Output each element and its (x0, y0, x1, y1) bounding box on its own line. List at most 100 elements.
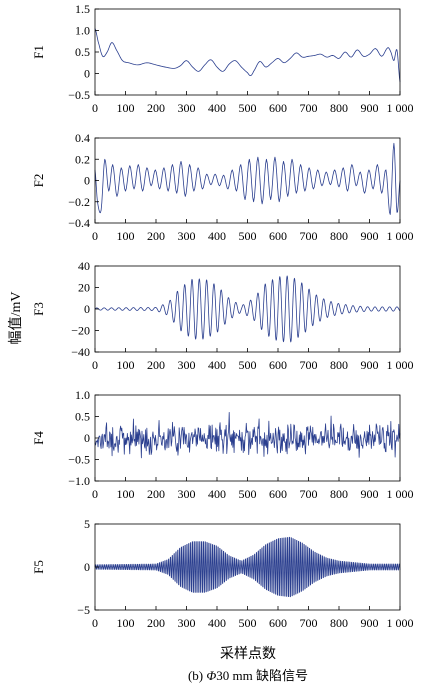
x-tick-label-f3: 600 (269, 358, 287, 372)
x-tick-label-f5: 1 000 (387, 616, 414, 630)
x-tick-label-f4: 600 (269, 487, 287, 501)
x-tick-label-f2: 700 (300, 229, 318, 243)
y-tick-label-f3: 20 (78, 281, 90, 295)
x-tick-label-f2: 300 (178, 229, 196, 243)
y-tick-label-f4: 0 (84, 431, 90, 445)
series-line-f5 (94, 536, 401, 598)
y-tick-label-f1: 1.5 (75, 2, 90, 16)
x-tick-label-f1: 1 000 (387, 101, 414, 115)
panel-label-f4: F4 (31, 431, 46, 445)
panel-label-f1: F1 (31, 45, 46, 59)
x-tick-label-f5: 700 (300, 616, 318, 630)
x-tick-label-f1: 300 (178, 101, 196, 115)
panel-label-f3: F3 (31, 302, 46, 316)
x-tick-label-f1: 600 (269, 101, 287, 115)
chart-panel-f4: −1.0 −0.5 0 0.5 1.0 0 100 200 300 400 500 600 700 800… (31, 388, 414, 501)
series-line-f1 (94, 28, 401, 83)
x-tick-label-f4: 500 (239, 487, 257, 501)
x-tick-label-f3: 0 (92, 358, 98, 372)
y-tick-label-f2: 0.2 (75, 152, 90, 166)
y-tick-label-f5: 5 (84, 517, 90, 531)
chart-panel-f1: −0.500.51.01.50 100 200 300 400 500 600 700 800 9… (31, 2, 414, 115)
y-tick-label-f2: 0.4 (75, 131, 90, 145)
x-tick-label-f1: 500 (239, 101, 257, 115)
y-tick-label-f3: −40 (71, 345, 90, 359)
y-tick-label-f2: −0.4 (68, 216, 90, 230)
x-tick-label-f5: 100 (117, 616, 135, 630)
panel-label-f5: F5 (31, 560, 46, 574)
y-tick-label-f4: −1.0 (68, 474, 90, 488)
series-line-f3 (94, 275, 401, 343)
y-tick-label-f3: 40 (78, 259, 90, 273)
x-tick-label-f5: 900 (361, 616, 379, 630)
x-tick-label-f3: 1 000 (387, 358, 414, 372)
x-tick-label-f1: 0 (92, 101, 98, 115)
y-tick-label-f1: 0.5 (75, 45, 90, 59)
x-tick-label-f5: 800 (330, 616, 348, 630)
caption-prefix: (b) (188, 668, 206, 683)
panel-label-f2: F2 (31, 174, 46, 188)
y-tick-label-f3: 0 (84, 302, 90, 316)
y-tick-label-f3: −20 (71, 324, 90, 338)
x-tick-label-f4: 700 (300, 487, 318, 501)
x-tick-label-f1: 200 (147, 101, 165, 115)
y-tick-label-f1: −0.5 (68, 88, 90, 102)
chart-panel-f2: −0.4 −0.2 0 0.2 0.4 0 100 200 300 400 500 600 700 800… (31, 131, 414, 243)
figure-caption: (b) Φ30 mm 缺陷信号 (188, 668, 308, 683)
x-tick-label-f2: 900 (361, 229, 379, 243)
chart-panels: −0.500.51.01.50 100 200 300 400 500 600 700 800 9… (31, 2, 414, 630)
y-tick-label-f5: 0 (84, 560, 90, 574)
x-tick-label-f1: 100 (117, 101, 135, 115)
x-tick-label-f4: 0 (92, 487, 98, 501)
x-tick-label-f4: 400 (208, 487, 226, 501)
y-tick-label-f1: 1.0 (75, 24, 90, 38)
series-line-f2 (94, 142, 401, 215)
y-tick-label-f2: 0 (84, 174, 90, 188)
x-tick-label-f3: 700 (300, 358, 318, 372)
x-tick-label-f4: 800 (330, 487, 348, 501)
x-tick-label-f3: 100 (117, 358, 135, 372)
y-tick-label-f1: 0 (84, 67, 90, 81)
x-tick-label-f4: 300 (178, 487, 196, 501)
x-tick-label-f5: 500 (239, 616, 257, 630)
series-line-f4 (94, 412, 401, 459)
x-tick-label-f5: 300 (178, 616, 196, 630)
x-tick-label-f2: 0 (92, 229, 98, 243)
x-tick-label-f3: 900 (361, 358, 379, 372)
x-tick-label-f1: 400 (208, 101, 226, 115)
x-tick-label-f2: 400 (208, 229, 226, 243)
x-tick-label-f2: 200 (147, 229, 165, 243)
x-tick-label-f5: 0 (92, 616, 98, 630)
x-tick-label-f3: 400 (208, 358, 226, 372)
y-tick-label-f4: 0.5 (75, 410, 90, 424)
x-tick-label-f4: 100 (117, 487, 135, 501)
x-tick-label-f2: 1 000 (387, 229, 414, 243)
y-tick-label-f5: −5 (77, 603, 90, 617)
plot-frame-f1 (94, 8, 401, 96)
x-tick-label-f1: 700 (300, 101, 318, 115)
y-tick-label-f4: −0.5 (68, 453, 90, 467)
x-tick-label-f1: 900 (361, 101, 379, 115)
y-tick-label-f2: −0.2 (68, 195, 90, 209)
x-tick-label-f3: 800 (330, 358, 348, 372)
x-tick-label-f4: 200 (147, 487, 165, 501)
shared-x-axis-label: 采样点数 (220, 646, 276, 662)
x-tick-label-f2: 100 (117, 229, 135, 243)
caption-rest: 30 mm 缺陷信号 (216, 668, 308, 683)
shared-y-axis-label: 幅值/mV (8, 292, 24, 345)
y-tick-label-f4: 1.0 (75, 388, 90, 402)
x-tick-label-f4: 1 000 (387, 487, 414, 501)
x-tick-label-f2: 800 (330, 229, 348, 243)
x-tick-label-f5: 200 (147, 616, 165, 630)
x-tick-label-f3: 300 (178, 358, 196, 372)
x-tick-label-f2: 500 (239, 229, 257, 243)
caption-symbol: Φ (206, 668, 216, 683)
x-tick-label-f2: 600 (269, 229, 287, 243)
plot-frame-f3 (94, 265, 401, 353)
x-tick-label-f1: 800 (330, 101, 348, 115)
x-tick-label-f4: 900 (361, 487, 379, 501)
x-tick-label-f3: 200 (147, 358, 165, 372)
